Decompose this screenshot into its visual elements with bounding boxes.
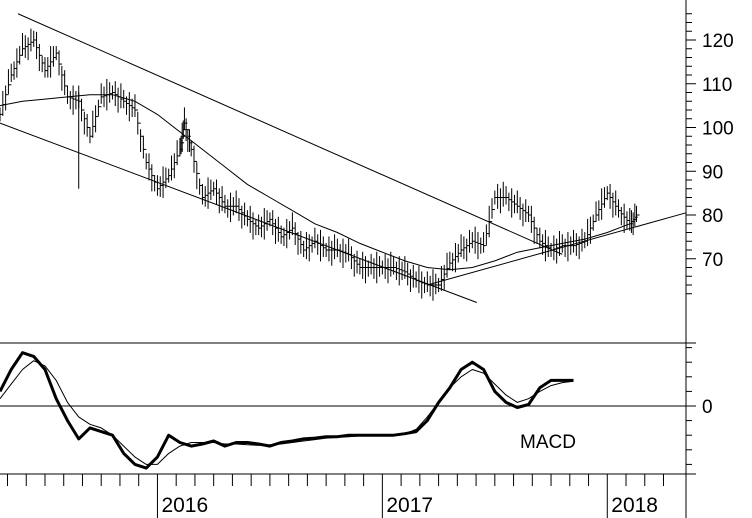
- y-tick-label: 90: [702, 162, 723, 183]
- axes: 70 80 90 100 110 120 0 2016 2017 2018: [0, 0, 734, 518]
- y-tick-label: 100: [702, 119, 734, 140]
- macd-panel: [0, 351, 574, 470]
- trendline: [17, 13, 563, 255]
- y-tick-label: 80: [702, 206, 723, 227]
- x-tick-label: 2017: [386, 494, 433, 517]
- y-tick-label: 110: [702, 75, 732, 96]
- macd-signal-line: [0, 360, 574, 465]
- x-tick-label: 2018: [611, 494, 658, 517]
- y-tick-label: 70: [702, 250, 723, 271]
- macd-y-tick-label: 0: [702, 397, 713, 418]
- x-tick-label: 2016: [161, 494, 208, 517]
- price-panel: [0, 13, 687, 303]
- trendline: [0, 122, 478, 303]
- moving-average-line: [0, 94, 630, 271]
- macd-line: [0, 351, 574, 470]
- macd-annotation: MACD: [520, 432, 576, 453]
- y-tick-label: 120: [702, 31, 734, 52]
